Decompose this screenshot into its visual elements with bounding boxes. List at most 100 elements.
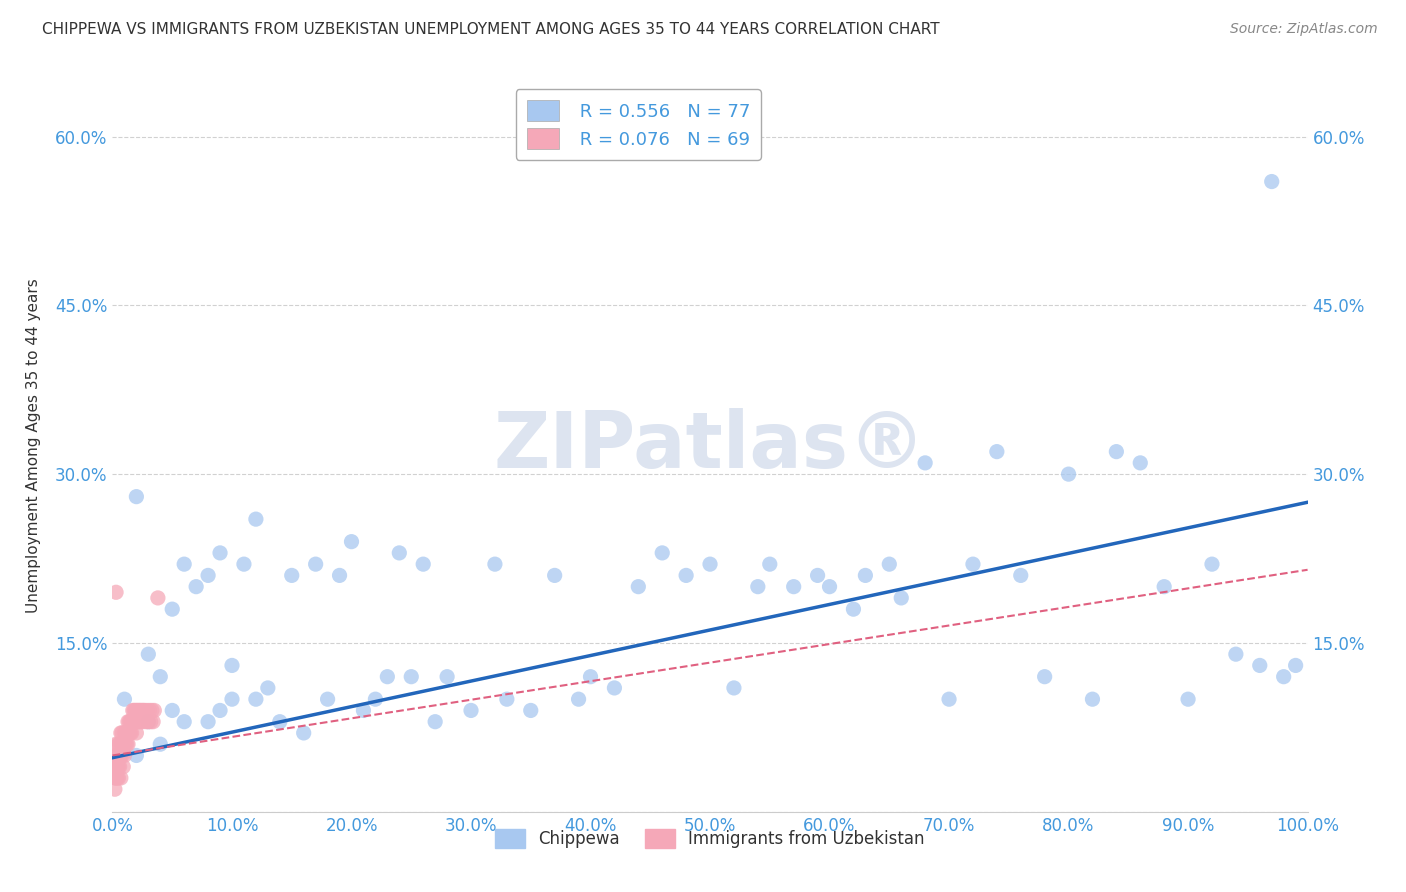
Point [120,726,142,740]
Point [1081,692,1104,706]
Point [818,580,841,594]
Point [135,714,157,729]
Point [460,703,482,717]
Point [105,760,128,774]
Point [107,760,129,774]
Point [1261,175,1284,189]
Point [142,714,165,729]
Point [627,580,650,594]
Point [114,726,136,740]
Point [842,602,865,616]
Point [107,771,129,785]
Point [124,714,146,729]
Point [125,726,148,740]
Point [699,557,721,571]
Point [131,714,153,729]
Point [138,703,160,717]
Point [675,568,697,582]
Point [173,557,195,571]
Point [112,737,135,751]
Point [114,737,135,751]
Point [986,444,1008,458]
Point [138,714,160,729]
Point [110,748,132,763]
Text: ZIPatlas®: ZIPatlas® [494,408,927,484]
Point [209,703,232,717]
Point [131,703,153,717]
Point [139,714,162,729]
Point [209,546,232,560]
Point [879,557,901,571]
Point [121,703,143,717]
Point [807,568,830,582]
Point [340,534,363,549]
Point [257,681,280,695]
Point [146,591,169,605]
Point [112,760,135,774]
Point [914,456,936,470]
Point [104,771,127,785]
Point [107,737,129,751]
Point [412,557,434,571]
Point [127,703,149,717]
Point [782,580,804,594]
Point [127,714,149,729]
Point [117,737,139,751]
Point [496,692,519,706]
Point [1105,444,1128,458]
Point [108,748,131,763]
Y-axis label: Unemployment Among Ages 35 to 44 years: Unemployment Among Ages 35 to 44 years [27,278,41,614]
Point [855,568,877,582]
Point [938,692,960,706]
Text: Source: ZipAtlas.com: Source: ZipAtlas.com [1230,22,1378,37]
Point [1153,580,1175,594]
Point [125,703,148,717]
Point [520,703,543,717]
Point [107,748,129,763]
Point [149,670,172,684]
Point [110,771,132,785]
Point [104,782,127,797]
Point [1249,658,1271,673]
Point [162,602,183,616]
Point [364,692,387,706]
Point [111,726,134,740]
Point [221,658,243,673]
Point [186,580,208,594]
Point [233,557,256,571]
Point [197,568,219,582]
Point [138,647,160,661]
Point [484,557,506,571]
Point [962,557,984,571]
Point [1225,647,1247,661]
Point [134,703,156,717]
Point [105,585,128,599]
Point [104,748,127,763]
Point [401,670,423,684]
Point [245,692,267,706]
Point [115,737,138,751]
Point [579,670,602,684]
Point [173,714,195,729]
Point [108,760,131,774]
Point [245,512,267,526]
Point [122,714,145,729]
Point [105,760,128,774]
Point [221,692,243,706]
Point [149,737,172,751]
Point [141,703,163,717]
Point [747,580,769,594]
Point [118,714,141,729]
Point [117,714,139,729]
Point [329,568,352,582]
Point [388,546,411,560]
Point [111,748,134,763]
Point [1057,467,1080,482]
Point [129,714,152,729]
Legend: Chippewa, Immigrants from Uzbekistan: Chippewa, Immigrants from Uzbekistan [488,822,932,855]
Point [105,748,128,763]
Point [377,670,399,684]
Point [128,703,150,717]
Point [114,737,136,751]
Point [723,681,745,695]
